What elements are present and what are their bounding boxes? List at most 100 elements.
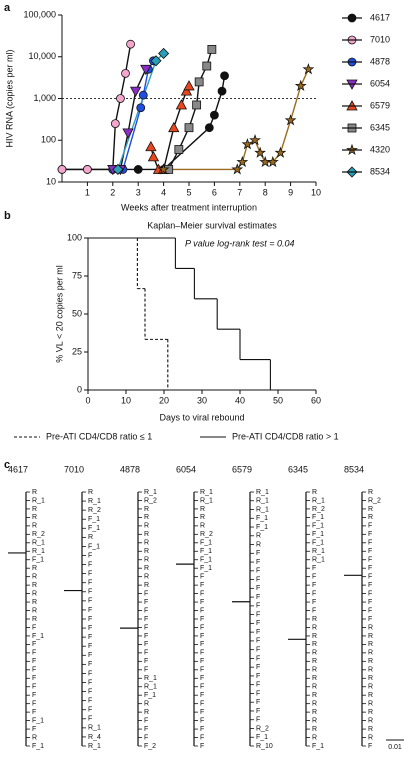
leaf-label: F bbox=[312, 574, 316, 581]
marker bbox=[302, 63, 315, 75]
tree-name: 6345 bbox=[288, 464, 308, 474]
x-tick-label: 10 bbox=[311, 187, 321, 197]
leaf-label: R_2 bbox=[368, 497, 381, 504]
leaf-label: R bbox=[88, 489, 93, 496]
leaf-label: F_1 bbox=[200, 548, 212, 555]
leaf-label: F bbox=[256, 629, 260, 636]
leaf-label: F bbox=[144, 624, 148, 631]
leaf-label: F bbox=[256, 559, 260, 566]
x-axis-label: Weeks after treatment interruption bbox=[121, 202, 257, 212]
leaf-label: F bbox=[256, 664, 260, 671]
leaf-label: R bbox=[368, 709, 373, 716]
leaf-label: R bbox=[32, 616, 37, 623]
leaf-label: F bbox=[144, 599, 148, 606]
legend-label: 4617 bbox=[370, 12, 390, 22]
leaf-label: R bbox=[368, 675, 373, 682]
leaf-label: R_1 bbox=[200, 489, 213, 496]
panel-label: c bbox=[4, 459, 10, 471]
series-line bbox=[112, 69, 147, 171]
leaf-label: R bbox=[368, 658, 373, 665]
leaf-label: F_1 bbox=[312, 743, 324, 750]
tree-name: 6579 bbox=[232, 464, 252, 474]
leaf-label: F bbox=[200, 743, 204, 750]
leaf-label: F_1 bbox=[32, 743, 44, 750]
leaf-label: F bbox=[88, 625, 92, 632]
leaf-label: R bbox=[32, 565, 37, 572]
leaf-label: R bbox=[88, 534, 93, 541]
leaf-label: F_1 bbox=[256, 734, 268, 741]
leaf-label: F bbox=[312, 599, 316, 606]
leaf-label: R bbox=[32, 599, 37, 606]
x-tick-label: 9 bbox=[288, 187, 293, 197]
leaf-label: F bbox=[368, 590, 372, 597]
leaf-label: F bbox=[368, 565, 372, 572]
tree-name: 4878 bbox=[120, 464, 140, 474]
leaf-label: F bbox=[200, 616, 204, 623]
x-tick-label: 3 bbox=[136, 187, 141, 197]
leaf-label: R bbox=[312, 633, 317, 640]
leaf-label: F bbox=[32, 658, 36, 665]
marker bbox=[209, 110, 219, 120]
marker bbox=[192, 100, 202, 110]
leaf-label: F bbox=[32, 650, 36, 657]
legend-label: 6345 bbox=[370, 122, 390, 132]
x-tick-label: 50 bbox=[273, 395, 283, 405]
marker bbox=[183, 80, 195, 91]
leaf-label: F bbox=[88, 598, 92, 605]
leaf-label: F_2 bbox=[144, 743, 156, 750]
leaf-label: F bbox=[144, 633, 148, 640]
leaf-label: R bbox=[312, 684, 317, 691]
leaf-label: F_1 bbox=[312, 540, 324, 547]
leaf-label: R_1 bbox=[88, 743, 101, 750]
leaf-label: R bbox=[312, 624, 317, 631]
leaf-label: F bbox=[200, 624, 204, 631]
leaf-label: R bbox=[32, 506, 37, 513]
leaf-label: R_2 bbox=[312, 506, 325, 513]
leaf-label: F bbox=[256, 655, 260, 662]
leaf-label: R_2 bbox=[200, 531, 213, 538]
leaf-label: R_1 bbox=[312, 548, 325, 555]
leaf-label: F bbox=[32, 641, 36, 648]
leaf-label: R bbox=[368, 692, 373, 699]
leaf-label: F bbox=[144, 726, 148, 733]
leaf-label: R_1 bbox=[256, 489, 269, 496]
leaf-label: F bbox=[368, 607, 372, 614]
leaf-label: F bbox=[368, 616, 372, 623]
leaf-label: R_1 bbox=[88, 498, 101, 505]
leaf-label: R_1 bbox=[32, 548, 45, 555]
leaf-label: R bbox=[32, 590, 37, 597]
leaf-label: F bbox=[368, 523, 372, 530]
leaf-label: R_1 bbox=[144, 675, 157, 682]
leaf-label: F bbox=[32, 684, 36, 691]
tree-name: 4617 bbox=[8, 464, 28, 474]
leaf-label: F bbox=[256, 594, 260, 601]
y-tick-label: 50 bbox=[72, 308, 82, 318]
leaf-label: F bbox=[144, 641, 148, 648]
legend-label: 4320 bbox=[370, 144, 390, 154]
leaf-label: F bbox=[200, 582, 204, 589]
marker bbox=[184, 123, 194, 133]
leaf-label: F_1 bbox=[256, 524, 268, 531]
x-tick-label: 0 bbox=[85, 395, 90, 405]
leaf-label: R bbox=[312, 667, 317, 674]
leaf-label: F bbox=[256, 638, 260, 645]
leaf-label: F bbox=[200, 574, 204, 581]
marker bbox=[158, 47, 170, 60]
leaf-label: F bbox=[200, 692, 204, 699]
leaf-label: F bbox=[88, 661, 92, 668]
leaf-label: F bbox=[144, 667, 148, 674]
y-tick-label: 25 bbox=[72, 346, 82, 356]
marker bbox=[133, 165, 143, 174]
x-tick-label: 7 bbox=[237, 187, 242, 197]
chart-title: Kaplan–Meier survival estimates bbox=[147, 220, 277, 230]
leaf-label: F bbox=[88, 697, 92, 704]
leaf-label: F bbox=[144, 734, 148, 741]
marker bbox=[122, 128, 134, 139]
leaf-label: F_1 bbox=[88, 525, 100, 532]
marker bbox=[207, 44, 217, 54]
leaf-label: F bbox=[88, 707, 92, 714]
marker bbox=[138, 90, 148, 100]
leaf-label: R_2 bbox=[144, 497, 157, 504]
leaf-label: F_1 bbox=[88, 516, 100, 523]
